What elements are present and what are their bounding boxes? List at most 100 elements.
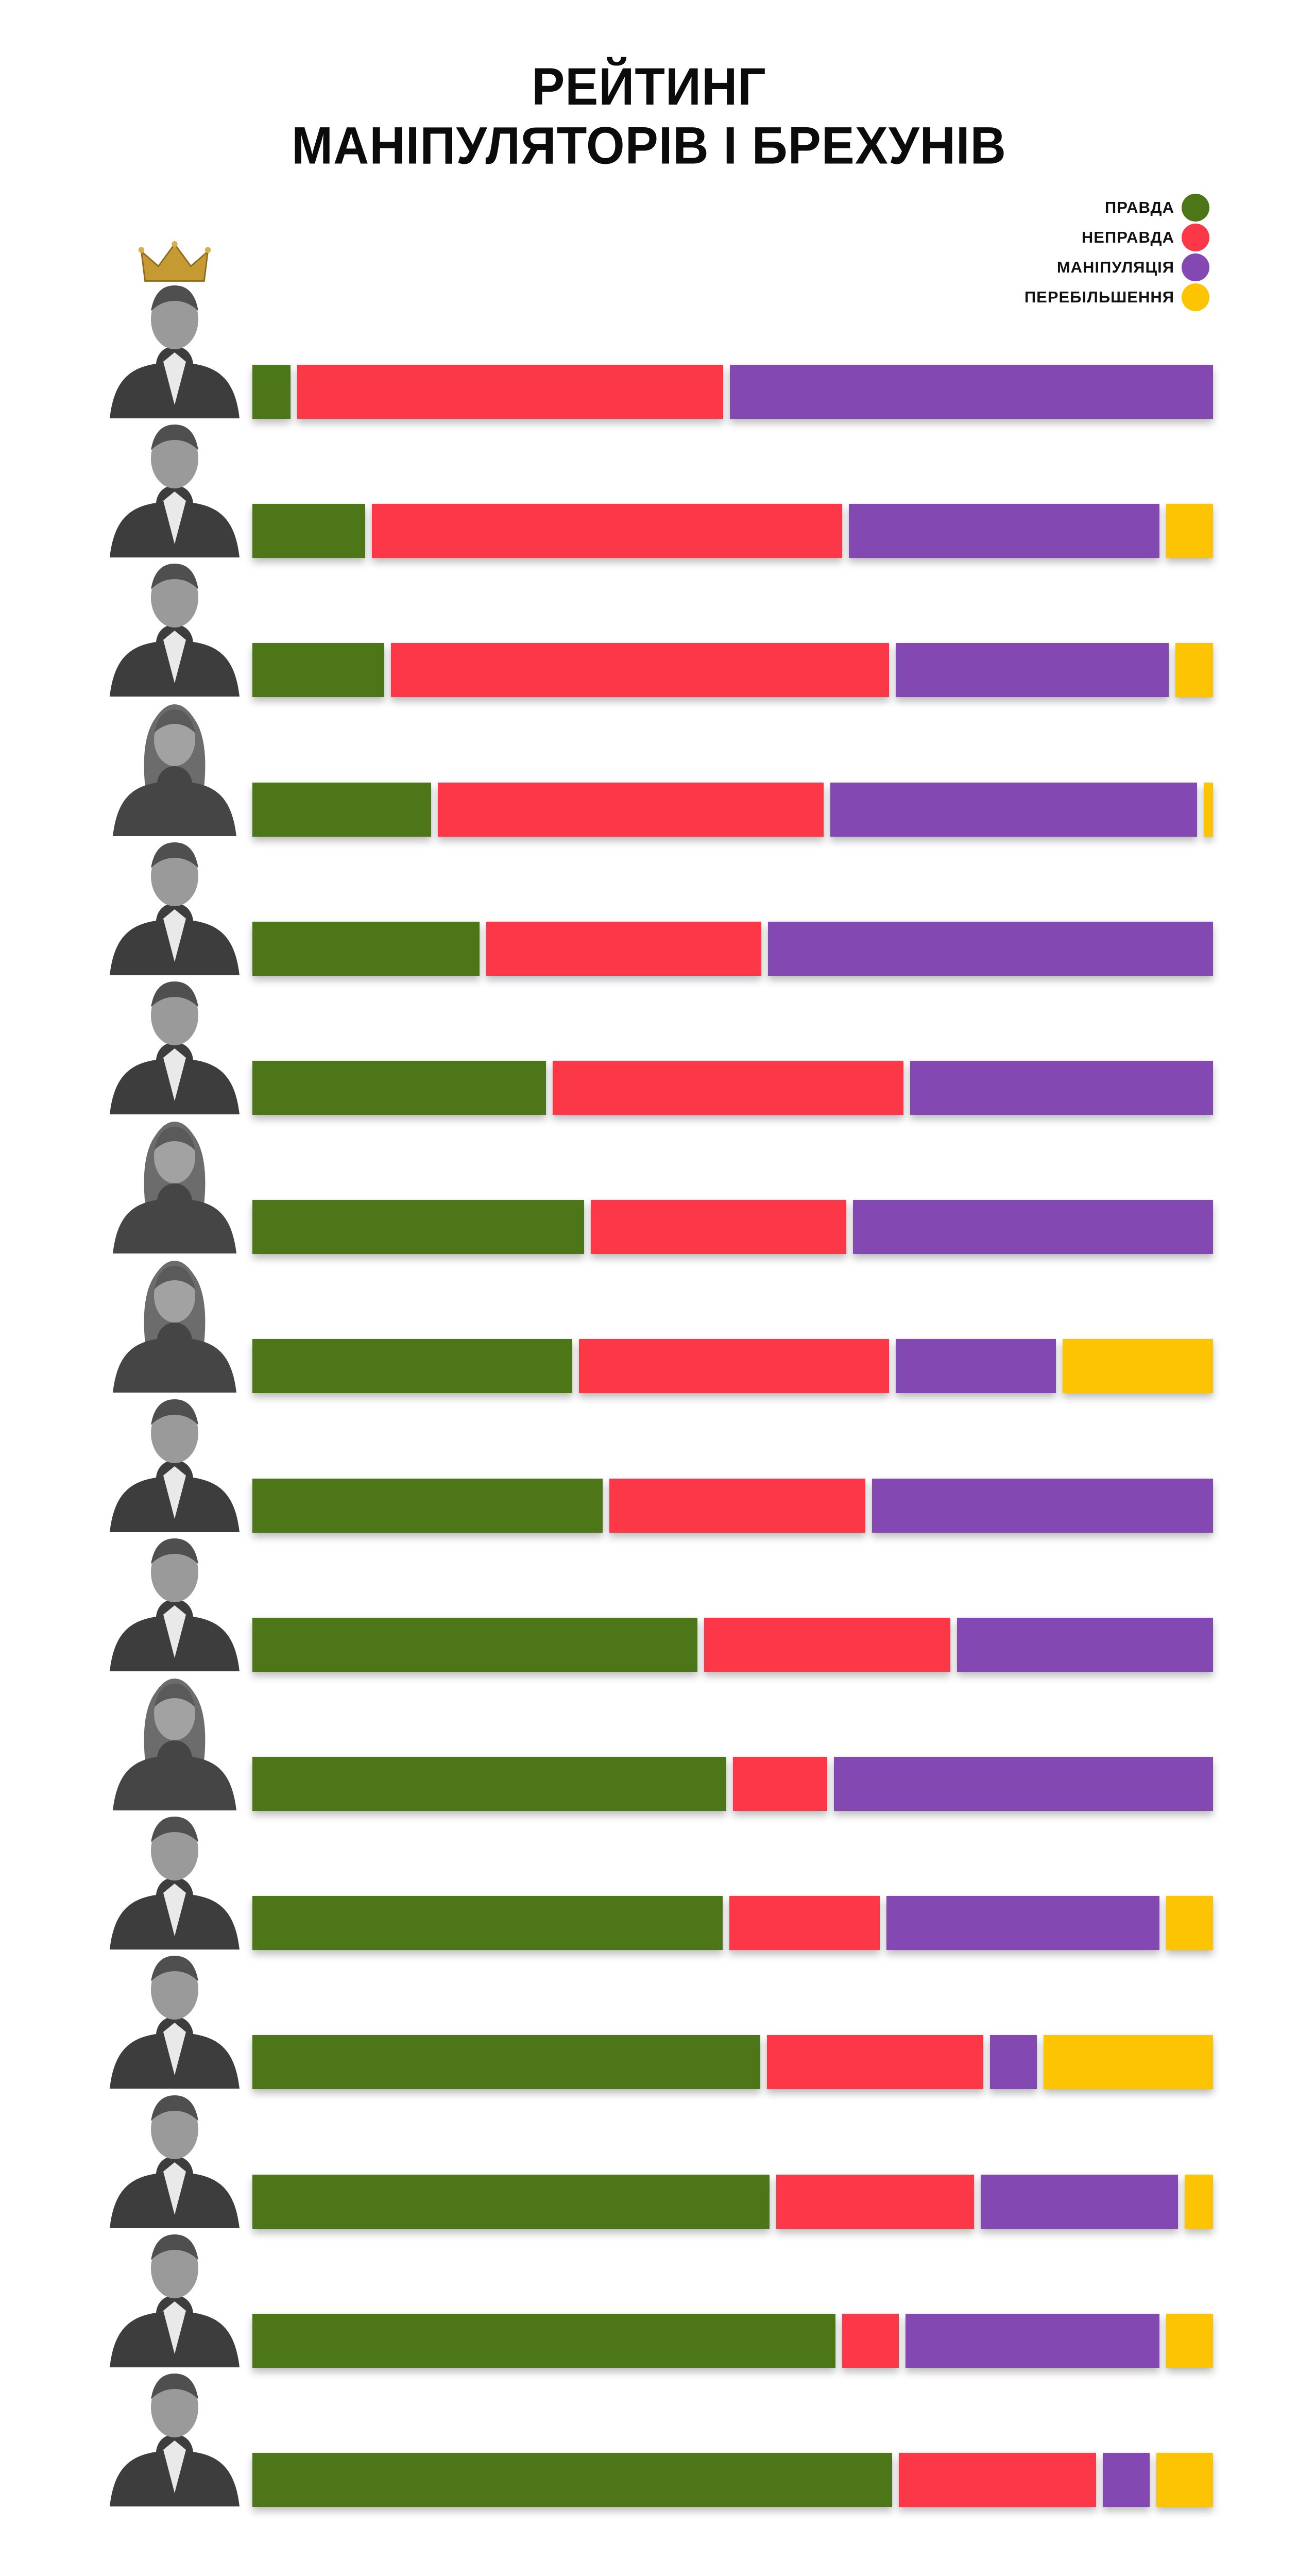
bar-segment-perebilshennya [1166,2314,1213,2368]
bar-segment-pravda [252,1339,572,1393]
bar-segment-manipulyatsiya [834,1757,1213,1811]
bar-segment-nepravda [609,1479,865,1533]
bar-segment-pravda [252,2314,836,2368]
bar-segment-nepravda [704,1618,951,1672]
bar-segment-pravda [252,922,480,976]
crown-icon [136,241,213,285]
bar-segment-perebilshennya [1166,1896,1213,1950]
bar-segment-manipulyatsiya [905,2314,1159,2368]
legend-item-pravda: ПРАВДА [1024,193,1209,223]
bar-segment-manipulyatsiya [853,1200,1213,1254]
bar-segment-perebilshennya [1044,2035,1214,2089]
portrait-person-icon [100,2223,250,2367]
bar-segment-manipulyatsiya [872,1479,1214,1533]
bar-segment-pravda [252,365,291,419]
bar-segment-manipulyatsiya [730,365,1213,419]
portrait-person-icon [100,831,250,975]
portrait-person-icon [100,1109,250,1253]
bar-segment-pravda [252,2175,770,2229]
bar-segment-pravda [252,504,366,558]
bar-segment-nepravda [297,365,724,419]
bar-segment-nepravda [372,504,843,558]
bar-segment-manipulyatsiya [980,2175,1179,2229]
bar-segment-nepravda [590,1200,847,1254]
portrait-person-icon [100,1527,250,1671]
portrait-person-icon [100,2084,250,2228]
bar-segment-perebilshennya [1185,2175,1213,2229]
legend-item-nepravda: НЕПРАВДА [1024,223,1209,252]
stacked-bar [252,2453,1213,2507]
legend-label-manipulyatsiya: МАНІПУЛЯЦІЯ [1056,258,1174,276]
bar-segment-manipulyatsiya [957,1618,1213,1672]
portrait-person-icon [100,1388,250,1532]
bar-segment-pravda [252,1618,698,1672]
portrait-person-icon [100,1805,250,1950]
bar-segment-pravda [252,1896,723,1950]
stacked-bar [252,1618,1213,1672]
page-title-line1: РЕЙТИНГ [532,58,766,116]
portrait-person-icon [100,1666,250,1810]
bar-segment-pravda [252,1061,546,1115]
bar-segment-manipulyatsiya [896,643,1169,697]
bar-segment-perebilshennya [1203,783,1213,837]
bar-segment-manipulyatsiya [767,922,1213,976]
stacked-bar [252,1896,1213,1950]
portrait-person-icon [100,413,250,557]
bar-segment-perebilshennya [1062,1339,1213,1393]
stacked-bar [252,1200,1213,1254]
legend-dot-manipulyatsiya-icon [1182,253,1209,281]
stacked-bar [252,365,1213,419]
bar-segment-nepravda [390,643,890,697]
page-title-line2: МАНІПУЛЯТОРІВ І БРЕХУНІВ [292,116,1006,175]
bar-segment-nepravda [553,1061,903,1115]
page-title: РЕЙТИНГ МАНІПУЛЯТОРІВ І БРЕХУНІВ [0,58,1298,175]
bar-segment-nepravda [437,783,824,837]
stacked-bar [252,922,1213,976]
stacked-bar [252,1757,1213,1811]
legend-label-pravda: ПРАВДА [1104,198,1174,216]
stacked-bar [252,1061,1214,1115]
portrait-person-icon [100,692,250,836]
legend-dot-perebilshennya-icon [1182,283,1209,311]
bar-segment-perebilshennya [1166,504,1213,558]
bar-segment-nepravda [767,2035,984,2089]
bar-segment-nepravda [842,2314,899,2368]
portrait-person-icon [100,2362,250,2506]
bar-segment-pravda [252,2035,761,2089]
bar-segment-pravda [252,783,431,837]
stacked-bar [252,2314,1213,2368]
bar-segment-manipulyatsiya [896,1339,1056,1393]
portrait-crowned-person-icon [100,274,250,418]
portrait-person-icon [100,970,250,1114]
bar-segment-nepravda [898,2453,1097,2507]
bar-segment-nepravda [732,1757,828,1811]
bar-segment-nepravda [578,1339,890,1393]
bar-segment-pravda [252,643,384,697]
bar-segment-perebilshennya [1175,643,1214,697]
bar-segment-manipulyatsiya [830,783,1197,837]
bar-segment-pravda [252,1757,726,1811]
bar-segment-manipulyatsiya [886,1896,1159,1950]
bar-segment-manipulyatsiya [990,2035,1037,2089]
bar-segment-pravda [252,2453,892,2507]
legend-label-perebilshennya: ПЕРЕБІЛЬШЕННЯ [1024,288,1174,306]
portrait-person-icon [100,1248,250,1393]
bar-segment-nepravda [729,1896,880,1950]
bar-segment-manipulyatsiya [910,1061,1214,1115]
legend-item-perebilshennya: ПЕРЕБІЛЬШЕННЯ [1024,282,1209,312]
legend-item-manipulyatsiya: МАНІПУЛЯЦІЯ [1024,252,1209,282]
legend-dot-pravda-icon [1182,194,1209,222]
portrait-person-icon [100,552,250,697]
bar-segment-pravda [252,1479,603,1533]
legend: ПРАВДА НЕПРАВДА МАНІПУЛЯЦІЯ ПЕРЕБІЛЬШЕНН… [1024,193,1209,312]
bar-segment-nepravda [486,922,761,976]
stacked-bar [252,504,1213,558]
bar-segment-manipulyatsiya [849,504,1159,558]
stacked-bar [252,2035,1214,2089]
legend-label-nepravda: НЕПРАВДА [1081,228,1174,246]
portrait-person-icon [100,1944,250,2089]
stacked-bar [252,1339,1213,1393]
bar-segment-manipulyatsiya [1103,2453,1150,2507]
stacked-bar [252,1479,1214,1533]
